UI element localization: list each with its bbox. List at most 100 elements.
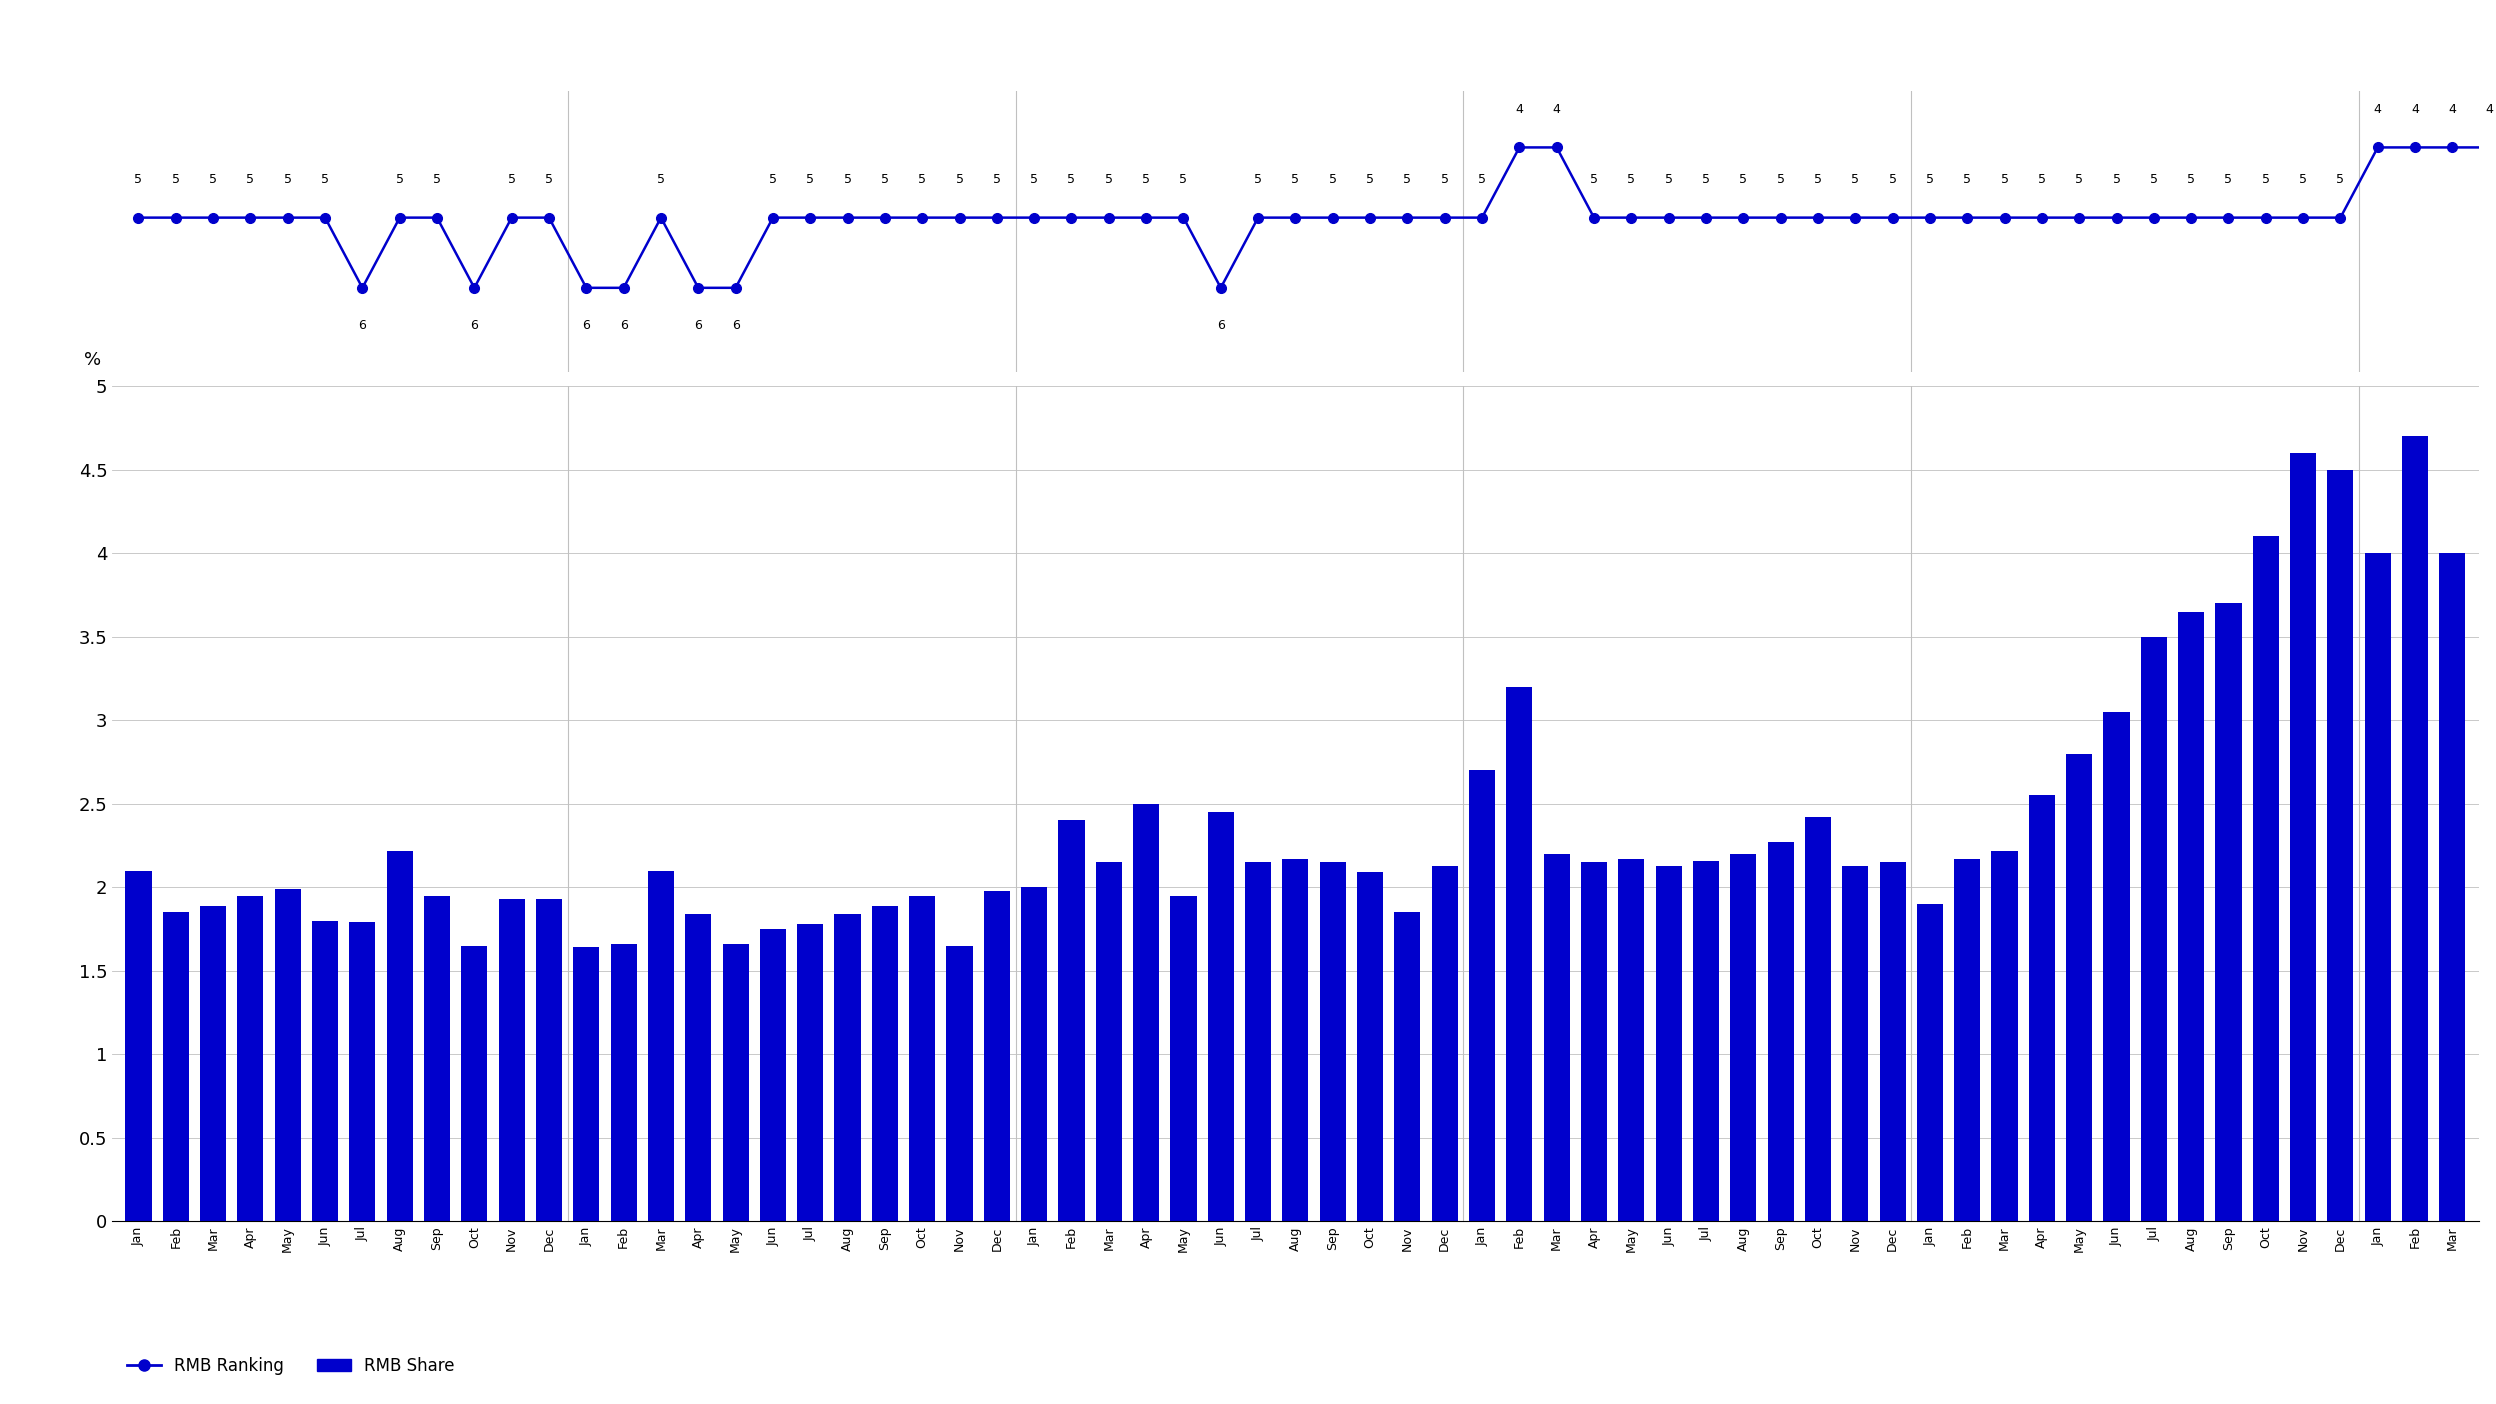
Bar bbox=[721, 943, 749, 1221]
Text: 5: 5 bbox=[2224, 173, 2231, 185]
Text: 5: 5 bbox=[1143, 173, 1151, 185]
Bar bbox=[1283, 859, 1308, 1221]
Text: 5: 5 bbox=[1665, 173, 1672, 185]
Bar bbox=[1021, 887, 1048, 1221]
Bar bbox=[237, 896, 265, 1221]
Bar bbox=[424, 896, 449, 1221]
Text: 5: 5 bbox=[1106, 173, 1113, 185]
Text: 4: 4 bbox=[1515, 102, 1523, 115]
Text: 5: 5 bbox=[2112, 173, 2122, 185]
Text: 5: 5 bbox=[397, 173, 404, 185]
Bar bbox=[1133, 803, 1158, 1221]
Text: 5: 5 bbox=[1068, 173, 1076, 185]
Bar bbox=[349, 922, 374, 1221]
Text: 5: 5 bbox=[1253, 173, 1263, 185]
Bar bbox=[1655, 866, 1682, 1221]
Bar bbox=[387, 851, 412, 1221]
Bar bbox=[1954, 859, 1979, 1221]
Bar bbox=[1730, 854, 1757, 1221]
Bar bbox=[200, 906, 227, 1221]
Bar bbox=[537, 899, 562, 1221]
Bar bbox=[983, 890, 1011, 1221]
Text: 5: 5 bbox=[919, 173, 926, 185]
Bar bbox=[1058, 820, 1086, 1221]
Bar bbox=[574, 948, 599, 1221]
Text: 5: 5 bbox=[1328, 173, 1338, 185]
Bar bbox=[2439, 553, 2466, 1221]
Text: 5: 5 bbox=[432, 173, 442, 185]
Bar bbox=[946, 946, 973, 1221]
Text: 5: 5 bbox=[2037, 173, 2047, 185]
Bar bbox=[275, 889, 302, 1221]
Text: 5: 5 bbox=[507, 173, 517, 185]
Bar bbox=[909, 896, 936, 1221]
Text: 5: 5 bbox=[1590, 173, 1597, 185]
Text: 6: 6 bbox=[1218, 319, 1226, 333]
Text: 5: 5 bbox=[1777, 173, 1785, 185]
Bar bbox=[1395, 913, 1420, 1221]
Text: %: % bbox=[85, 351, 100, 369]
Bar bbox=[1580, 862, 1607, 1221]
Bar bbox=[1617, 859, 1645, 1221]
Bar bbox=[1208, 812, 1233, 1221]
Bar bbox=[1171, 896, 1196, 1221]
Text: 6: 6 bbox=[582, 319, 589, 333]
Bar bbox=[2216, 604, 2241, 1221]
Text: 5: 5 bbox=[210, 173, 217, 185]
Bar bbox=[2326, 469, 2354, 1221]
Text: 5: 5 bbox=[172, 173, 180, 185]
Bar bbox=[1767, 842, 1795, 1221]
Text: 5: 5 bbox=[769, 173, 776, 185]
Text: 6: 6 bbox=[359, 319, 367, 333]
Text: 4: 4 bbox=[1553, 102, 1560, 115]
Bar bbox=[312, 921, 337, 1221]
Bar bbox=[2142, 636, 2167, 1221]
Text: 5: 5 bbox=[881, 173, 889, 185]
Bar bbox=[1805, 817, 1832, 1221]
Text: 5: 5 bbox=[806, 173, 814, 185]
Bar bbox=[1246, 862, 1270, 1221]
Text: 5: 5 bbox=[1702, 173, 1710, 185]
Bar bbox=[1358, 872, 1383, 1221]
Bar bbox=[462, 946, 487, 1221]
Text: 4: 4 bbox=[2411, 102, 2419, 115]
Text: 5: 5 bbox=[1181, 173, 1188, 185]
Text: 5: 5 bbox=[2149, 173, 2159, 185]
Bar bbox=[2254, 536, 2279, 1221]
Text: 5: 5 bbox=[1478, 173, 1485, 185]
Bar bbox=[834, 914, 861, 1221]
Bar bbox=[1992, 851, 2017, 1221]
Text: 5: 5 bbox=[1889, 173, 1897, 185]
Bar bbox=[2067, 754, 2092, 1221]
Text: 5: 5 bbox=[247, 173, 255, 185]
Bar bbox=[2104, 712, 2129, 1221]
Bar bbox=[612, 943, 636, 1221]
Bar bbox=[686, 914, 711, 1221]
Bar bbox=[1917, 904, 1942, 1221]
Text: 5: 5 bbox=[1740, 173, 1747, 185]
Text: 4: 4 bbox=[2486, 102, 2494, 115]
Bar bbox=[1842, 866, 1870, 1221]
Bar bbox=[1470, 771, 1495, 1221]
Text: 5: 5 bbox=[1815, 173, 1822, 185]
Bar bbox=[1692, 861, 1720, 1221]
Text: 5: 5 bbox=[544, 173, 554, 185]
Bar bbox=[125, 870, 152, 1221]
Text: 5: 5 bbox=[2299, 173, 2306, 185]
Bar bbox=[1505, 687, 1533, 1221]
Text: 6: 6 bbox=[694, 319, 701, 333]
Bar bbox=[2364, 553, 2391, 1221]
Text: 5: 5 bbox=[844, 173, 851, 185]
Bar bbox=[1433, 866, 1458, 1221]
Bar bbox=[1879, 862, 1904, 1221]
Bar bbox=[796, 924, 824, 1221]
Bar bbox=[871, 906, 899, 1221]
Text: 5: 5 bbox=[2186, 173, 2194, 185]
Bar bbox=[2289, 453, 2316, 1221]
Text: 5: 5 bbox=[1403, 173, 1410, 185]
Bar bbox=[1543, 854, 1570, 1221]
Bar bbox=[649, 870, 674, 1221]
Bar bbox=[759, 929, 786, 1221]
Text: 6: 6 bbox=[469, 319, 479, 333]
Text: 5: 5 bbox=[322, 173, 329, 185]
